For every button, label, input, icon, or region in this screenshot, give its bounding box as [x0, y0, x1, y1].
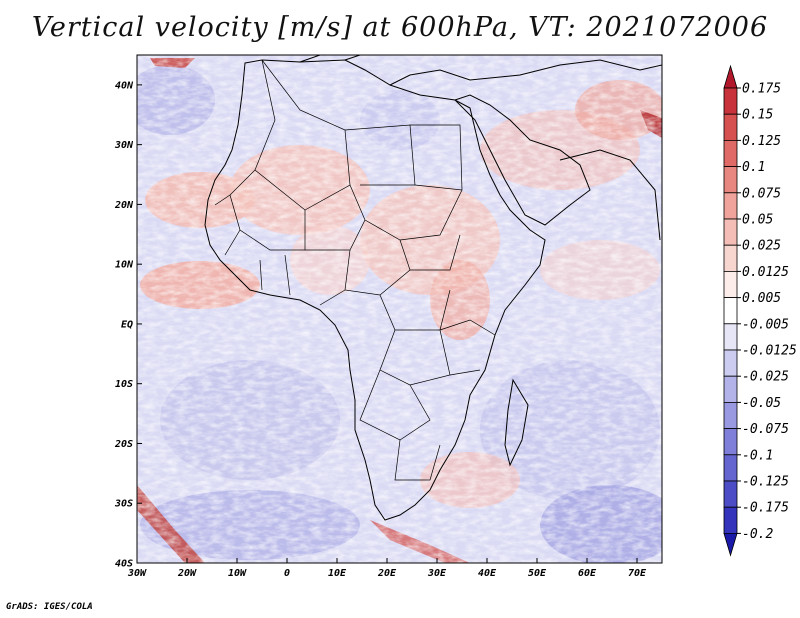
colorbar-label: 0.05	[742, 213, 773, 228]
colorbar-swatch	[723, 244, 738, 272]
colorbar-swatch	[723, 323, 738, 351]
colorbar-label: 0.005	[742, 291, 781, 306]
colorbar-swatch	[723, 218, 738, 246]
colorbar-label: 0.1	[742, 160, 765, 175]
lon-tick-label: 10E	[328, 568, 347, 579]
colorbar-swatch	[723, 506, 738, 534]
colorbar-swatch	[723, 113, 738, 141]
colorbar: 0.175 0.15 0.125 0.1 0.075 0.05 0.025 0.0125 0.0…	[723, 64, 797, 557]
velocity-field	[137, 55, 662, 563]
colorbar-swatch	[723, 64, 738, 89]
colorbar-label: 0.125	[742, 134, 781, 149]
lon-tick-label: 40E	[478, 568, 497, 579]
colorbar-label: 0.025	[742, 239, 781, 254]
lon-tick-label: 0	[284, 568, 290, 579]
lon-tick-label: 10W	[228, 568, 247, 579]
colorbar-swatch	[723, 454, 738, 482]
lon-tick-label: 60E	[578, 568, 597, 579]
colorbar-label: -0.005	[742, 317, 789, 332]
country-borders	[214, 59, 496, 481]
lon-tick-label: 50E	[528, 568, 547, 579]
colorbar-label: -0.075	[742, 422, 789, 437]
lat-tick-label: 20N	[114, 200, 134, 211]
lon-tick-label: 70E	[628, 568, 647, 579]
colorbar-label: -0.05	[742, 396, 781, 411]
colorbar-swatch	[723, 139, 738, 167]
colorbar-label: 0.15	[742, 108, 773, 123]
colorbar-label: 0.0125	[742, 265, 789, 280]
colorbar-swatch	[723, 401, 738, 429]
coastlines	[204, 55, 662, 521]
lon-tick-label: 30W	[127, 568, 147, 579]
colorbar-swatch	[723, 297, 738, 325]
lat-tick-label: 30N	[114, 140, 134, 151]
plot-frame	[136, 54, 663, 564]
axis-ticks: 30W 20W 10W 0 10E 20E 30E 40E 50E 60E 70E 40N 30N 20N…	[114, 80, 647, 579]
colorbar-label: 0.175	[742, 82, 781, 97]
lat-tick-label: 10S	[115, 379, 133, 390]
colorbar-swatch	[723, 428, 738, 456]
lat-tick-label: 30S	[114, 499, 133, 510]
lat-tick-label: EQ	[121, 319, 133, 330]
colorbar-swatch	[723, 192, 738, 220]
colorbar-swatch	[723, 87, 738, 115]
colorbar-label: -0.025	[742, 370, 789, 385]
lon-tick-label: 30E	[427, 568, 447, 579]
lat-tick-label: 40N	[115, 80, 134, 91]
colorbar-swatch	[723, 166, 738, 194]
lat-tick-label: 10N	[115, 260, 134, 271]
colorbar-label: -0.2	[742, 527, 773, 542]
colorbar-label: -0.1	[742, 448, 773, 463]
colorbar-label: -0.0125	[742, 344, 797, 359]
colorbar-swatch	[723, 270, 738, 298]
colorbar-swatch	[723, 375, 738, 403]
colorbar-swatch	[723, 533, 738, 557]
colorbar-label: -0.125	[742, 475, 789, 490]
lon-tick-label: 20W	[177, 568, 197, 579]
colorbar-label: -0.175	[742, 501, 789, 516]
colorbar-swatch	[723, 349, 738, 377]
lat-tick-label: 40S	[115, 559, 133, 570]
map-title: Vertical velocity [m/s] at 600hPa, VT: 2…	[31, 12, 769, 43]
footer-credit: GrADS: IGES/COLA	[6, 602, 93, 612]
lat-tick-label: 20S	[114, 439, 133, 450]
colorbar-label: 0.075	[742, 186, 781, 201]
lon-tick-label: 20E	[377, 568, 397, 579]
colorbar-swatch	[723, 480, 738, 508]
